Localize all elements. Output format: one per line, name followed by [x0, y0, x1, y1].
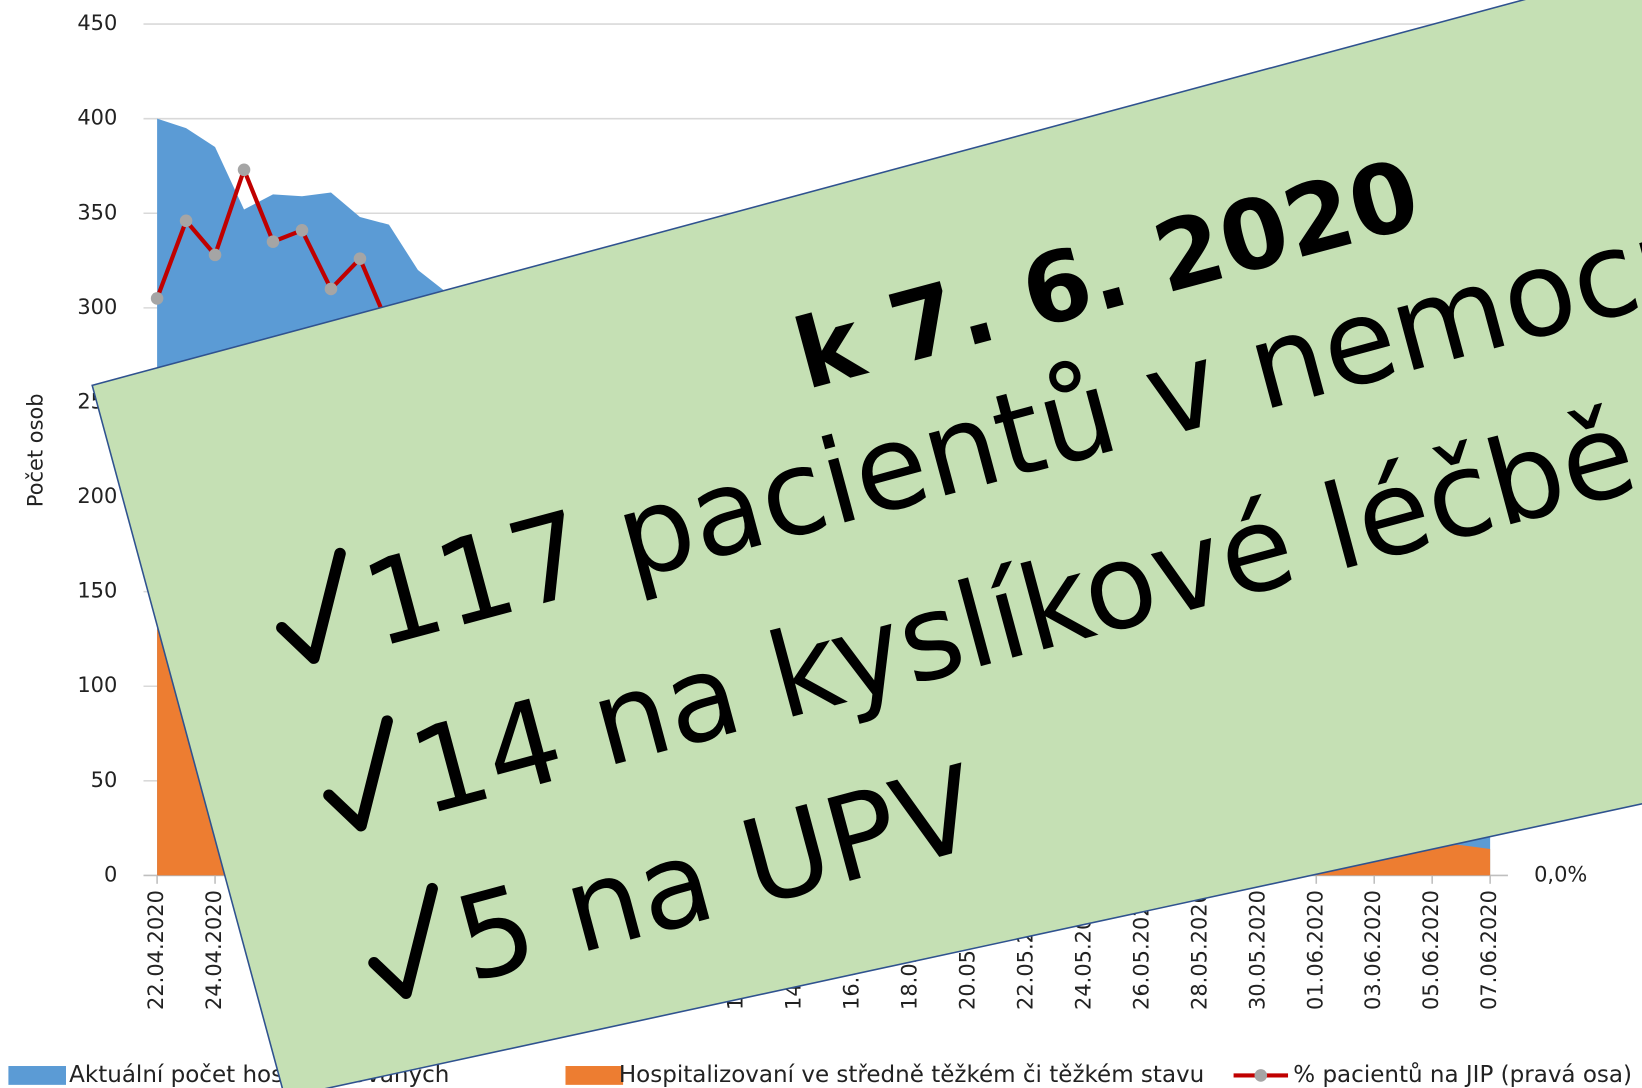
- y-tick-label: 350: [77, 200, 117, 224]
- marker: [150, 292, 164, 305]
- y-tick-label: 400: [77, 106, 117, 130]
- x-tick-label: 22.04.2020: [144, 890, 168, 1010]
- x-tick-label: 03.06.2020: [1361, 890, 1385, 1010]
- x-tick-label: 07.06.2020: [1477, 890, 1501, 1010]
- y-tick-label: 0: [104, 862, 117, 886]
- x-tick-label: 24.04.2020: [202, 890, 226, 1010]
- legend-marker: [1254, 1069, 1268, 1082]
- y-axis-title: Počet osob: [24, 393, 48, 507]
- x-tick-label: 28.05.2020: [1187, 890, 1211, 1010]
- legend-label: Hospitalizovaní ve středně těžkém či těž…: [619, 1062, 1204, 1088]
- y-tick-label: 150: [77, 579, 117, 603]
- check-icon: [323, 715, 393, 832]
- y-tick-label: 50: [91, 768, 118, 792]
- marker: [353, 252, 367, 265]
- marker: [266, 235, 280, 248]
- marker: [295, 224, 309, 237]
- marker: [208, 248, 222, 262]
- marker: [237, 163, 251, 177]
- y-tick-label: 200: [77, 484, 117, 508]
- y2-tick-label: 0,0%: [1534, 862, 1587, 886]
- legend-swatch: [8, 1066, 66, 1085]
- marker: [179, 214, 193, 228]
- x-tick-label: 01.06.2020: [1303, 890, 1327, 1010]
- check-icon: [368, 882, 438, 1000]
- y-tick-label: 450: [77, 11, 117, 35]
- x-tick-label: 30.05.2020: [1245, 890, 1269, 1010]
- check-icon: [276, 547, 346, 664]
- callout-box: [91, 0, 1642, 1088]
- legend-label: % pacientů na JIP (pravá osa): [1293, 1061, 1632, 1088]
- marker: [324, 282, 338, 296]
- y-tick-label: 100: [77, 673, 117, 697]
- x-tick-label: 05.06.2020: [1419, 890, 1443, 1010]
- legend-swatch: [565, 1066, 624, 1085]
- y-tick-label: 300: [77, 295, 117, 319]
